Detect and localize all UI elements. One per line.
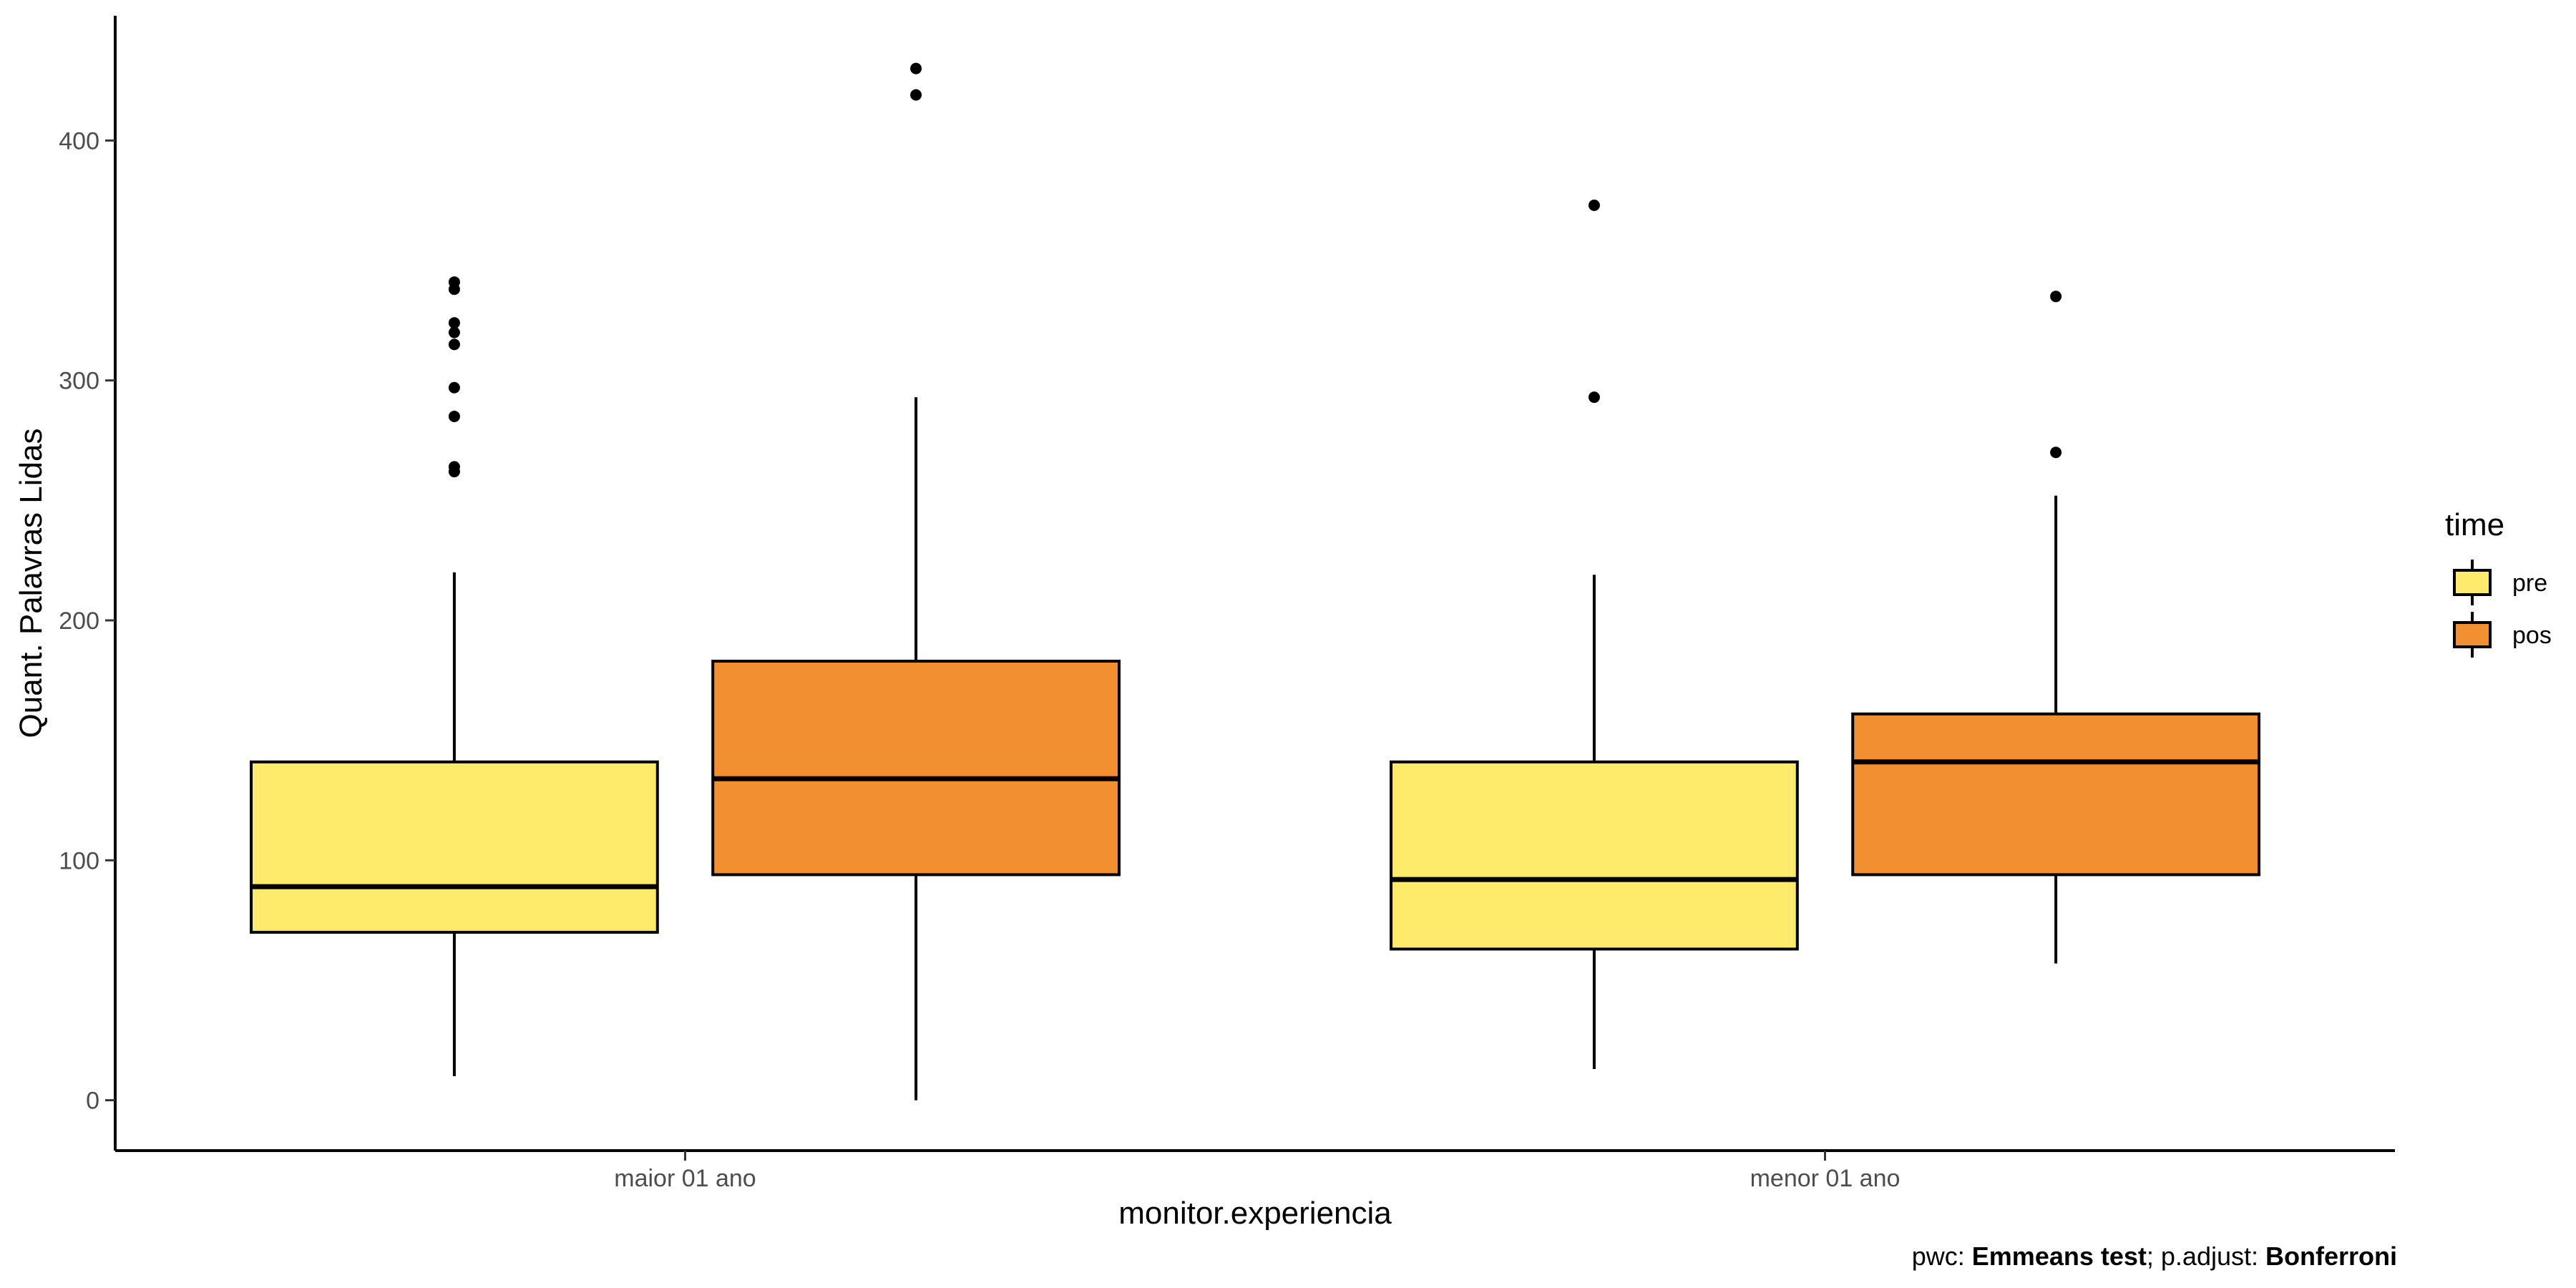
outlier-point [448, 461, 460, 473]
y-tick-label: 300 [59, 368, 99, 395]
y-tick-label: 100 [59, 847, 99, 874]
box-body [250, 760, 659, 934]
legend-label-pre: pre [2512, 570, 2547, 597]
caption-adjust: Bonferroni [2265, 1241, 2397, 1271]
caption-middle: ; p.adjust: [2146, 1241, 2265, 1271]
x-axis-title: monitor.experiencia [1118, 1196, 1392, 1231]
outlier-point [2050, 291, 2062, 303]
outlier-point [1588, 199, 1600, 211]
x-tick-label: maior 01 ano [614, 1165, 756, 1192]
box-body [711, 659, 1121, 877]
caption-prefix: pwc: [1911, 1241, 1972, 1271]
y-tick-label: 400 [59, 127, 99, 155]
y-axis-title: Quant. Palavras Lidas [14, 429, 49, 738]
caption: pwc: Emmeans test; p.adjust: Bonferroni [1912, 1241, 2397, 1272]
outlier-point [448, 338, 460, 351]
outlier-point [910, 89, 922, 101]
box-pos-1 [1851, 291, 2260, 964]
legend-label-pos: pos [2512, 622, 2552, 649]
y-tick-label: 200 [59, 608, 99, 635]
box-body [1851, 712, 2260, 877]
caption-test: Emmeans test [1971, 1241, 2147, 1271]
box-pre-0 [250, 276, 659, 1077]
legend: time pre pos [2445, 507, 2552, 658]
x-tick-label: menor 01 ano [1750, 1165, 1901, 1192]
outlier-point [448, 410, 460, 422]
legend-key-pre [2453, 569, 2492, 596]
box-pos-0 [711, 62, 1121, 1101]
outlier-point [448, 276, 460, 288]
plot-boxes [250, 62, 2260, 1101]
outlier-point [448, 326, 460, 338]
legend-key-pos [2453, 621, 2492, 648]
box-pre-1 [1390, 199, 1799, 1069]
y-tick-label: 0 [86, 1088, 99, 1115]
outlier-point [910, 62, 922, 74]
box-body [1390, 760, 1799, 951]
outlier-point [448, 381, 460, 394]
plot-axes: 0 100 200 300 400 maior 01 ano menor 01 ano mon… [14, 16, 2395, 1231]
outlier-point [2050, 447, 2062, 459]
outlier-point [1588, 391, 1600, 404]
outlier-point [448, 317, 460, 329]
legend-title: time [2445, 507, 2504, 542]
